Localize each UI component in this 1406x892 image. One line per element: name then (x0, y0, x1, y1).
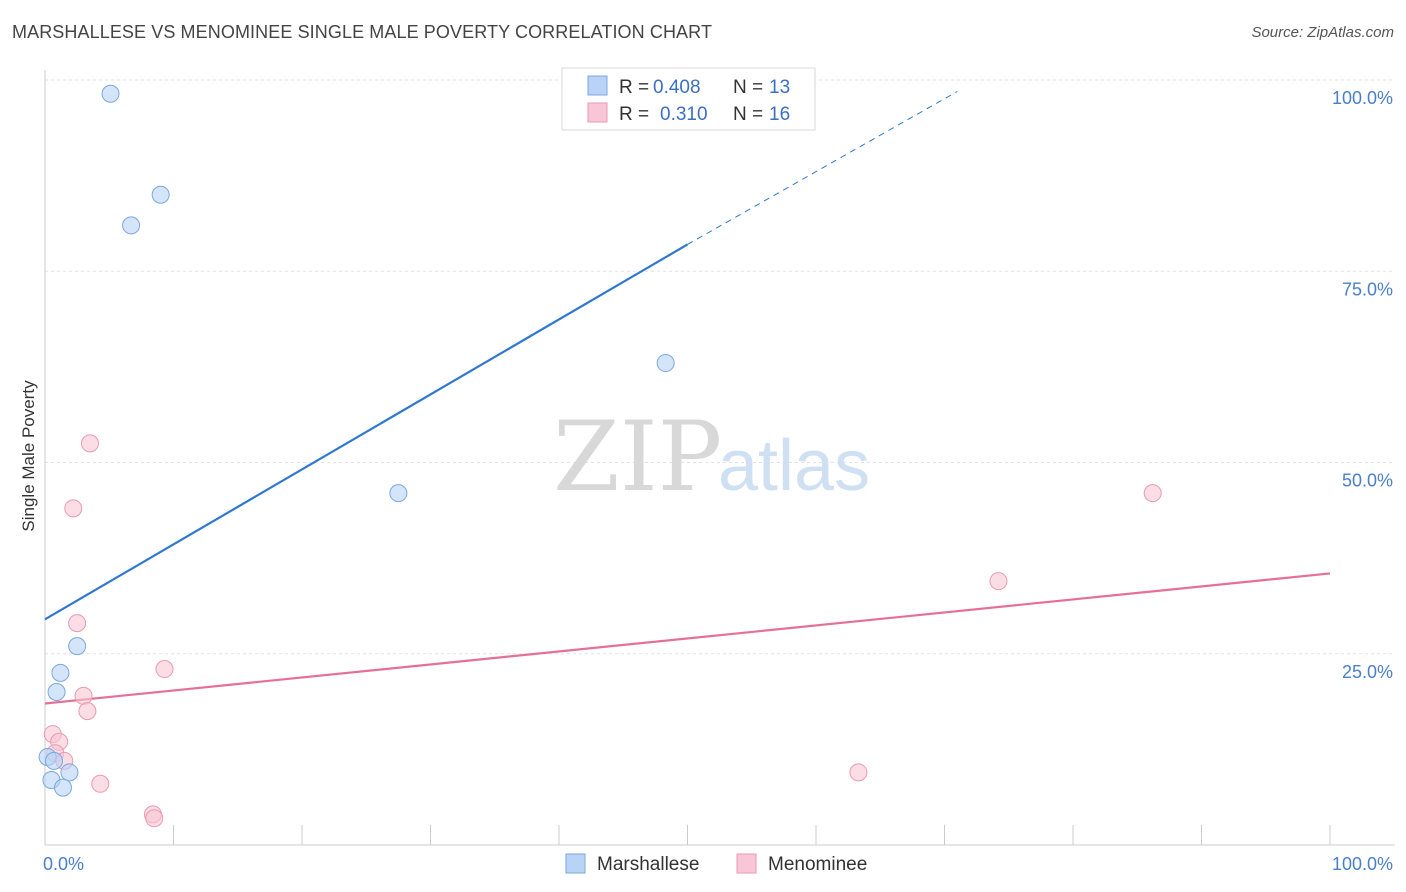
legend-n-label-2: N = (733, 104, 763, 125)
y-tick-label-2: 75.0% (1342, 279, 1393, 299)
point-menominee-10 (91, 774, 110, 793)
point-menominee-12 (145, 809, 164, 828)
trend-line-marshallese (44, 243, 689, 621)
legend-r-value-2: 0.310 (660, 104, 708, 125)
x-tick-label-start: 0.0% (43, 854, 84, 874)
bottom-legend-label-marshallese: Marshallese (597, 854, 699, 875)
legend-r-value-1: 0.408 (653, 77, 701, 98)
bottom-legend: Marshallese Menominee (565, 853, 867, 875)
point-marshallese-5 (68, 637, 87, 656)
y-tick-labels: 25.0% 50.0% 75.0% 100.0% (1332, 88, 1393, 682)
y-axis-title: Single Male Poverty (19, 380, 38, 532)
watermark: ZIP atlas (553, 401, 870, 513)
trend-lines (44, 91, 1331, 705)
point-menominee-3 (155, 660, 174, 679)
point-menominee-4 (74, 686, 93, 705)
y-tick-label-0: 25.0% (1342, 662, 1393, 682)
point-marshallese-9 (44, 751, 63, 770)
y-tick-label-3: 100.0% (1332, 88, 1393, 108)
point-menominee-0 (80, 434, 99, 453)
point-menominee-5 (78, 702, 97, 721)
legend-n-value-1: 13 (769, 77, 790, 98)
legend-r-label-2: R = (619, 104, 649, 125)
point-menominee-1 (64, 499, 83, 518)
legend-n-label-1: N = (733, 77, 763, 98)
bottom-legend-swatch-menominee (736, 853, 757, 874)
y-tick-label-1: 50.0% (1342, 471, 1393, 491)
point-marshallese-0 (101, 84, 120, 103)
data-points (38, 84, 1162, 828)
x-tick-label-end: 100.0% (1332, 854, 1393, 874)
trend-line-menominee (44, 572, 1331, 705)
watermark-atlas: atlas (718, 426, 870, 506)
watermark-zip: ZIP (553, 401, 722, 513)
point-menominee-13 (1143, 484, 1162, 503)
point-marshallese-6 (51, 663, 70, 682)
chart-title: MARSHALLESE VS MENOMINEE SINGLE MALE POV… (12, 22, 713, 42)
x-tick-labels: 0.0% 100.0% (43, 854, 1393, 874)
point-marshallese-4 (389, 484, 408, 503)
point-marshallese-7 (47, 683, 66, 701)
point-marshallese-1 (151, 185, 170, 204)
point-menominee-15 (849, 763, 868, 782)
point-marshallese-12 (53, 778, 72, 797)
legend-box: R = 0.408 N = 13 R = 0.310 N = 16 (561, 67, 816, 131)
source-label: Source: ZipAtlas.com (1251, 24, 1394, 41)
legend-swatch-marshallese (587, 75, 608, 96)
legend-swatch-menominee (587, 102, 608, 123)
axes (44, 70, 1395, 846)
point-marshallese-2 (122, 216, 141, 235)
legend-r-label-1: R = (619, 77, 649, 98)
legend-n-value-2: 16 (769, 104, 790, 125)
bottom-legend-label-menominee: Menominee (768, 854, 867, 875)
point-marshallese-10 (60, 763, 79, 782)
point-menominee-2 (68, 614, 87, 633)
point-menominee-14 (989, 572, 1008, 591)
bottom-legend-swatch-marshallese (565, 853, 586, 874)
grid-lines (45, 79, 1395, 655)
trend-line-marshallese-extension (687, 91, 958, 245)
point-marshallese-3 (656, 354, 675, 373)
